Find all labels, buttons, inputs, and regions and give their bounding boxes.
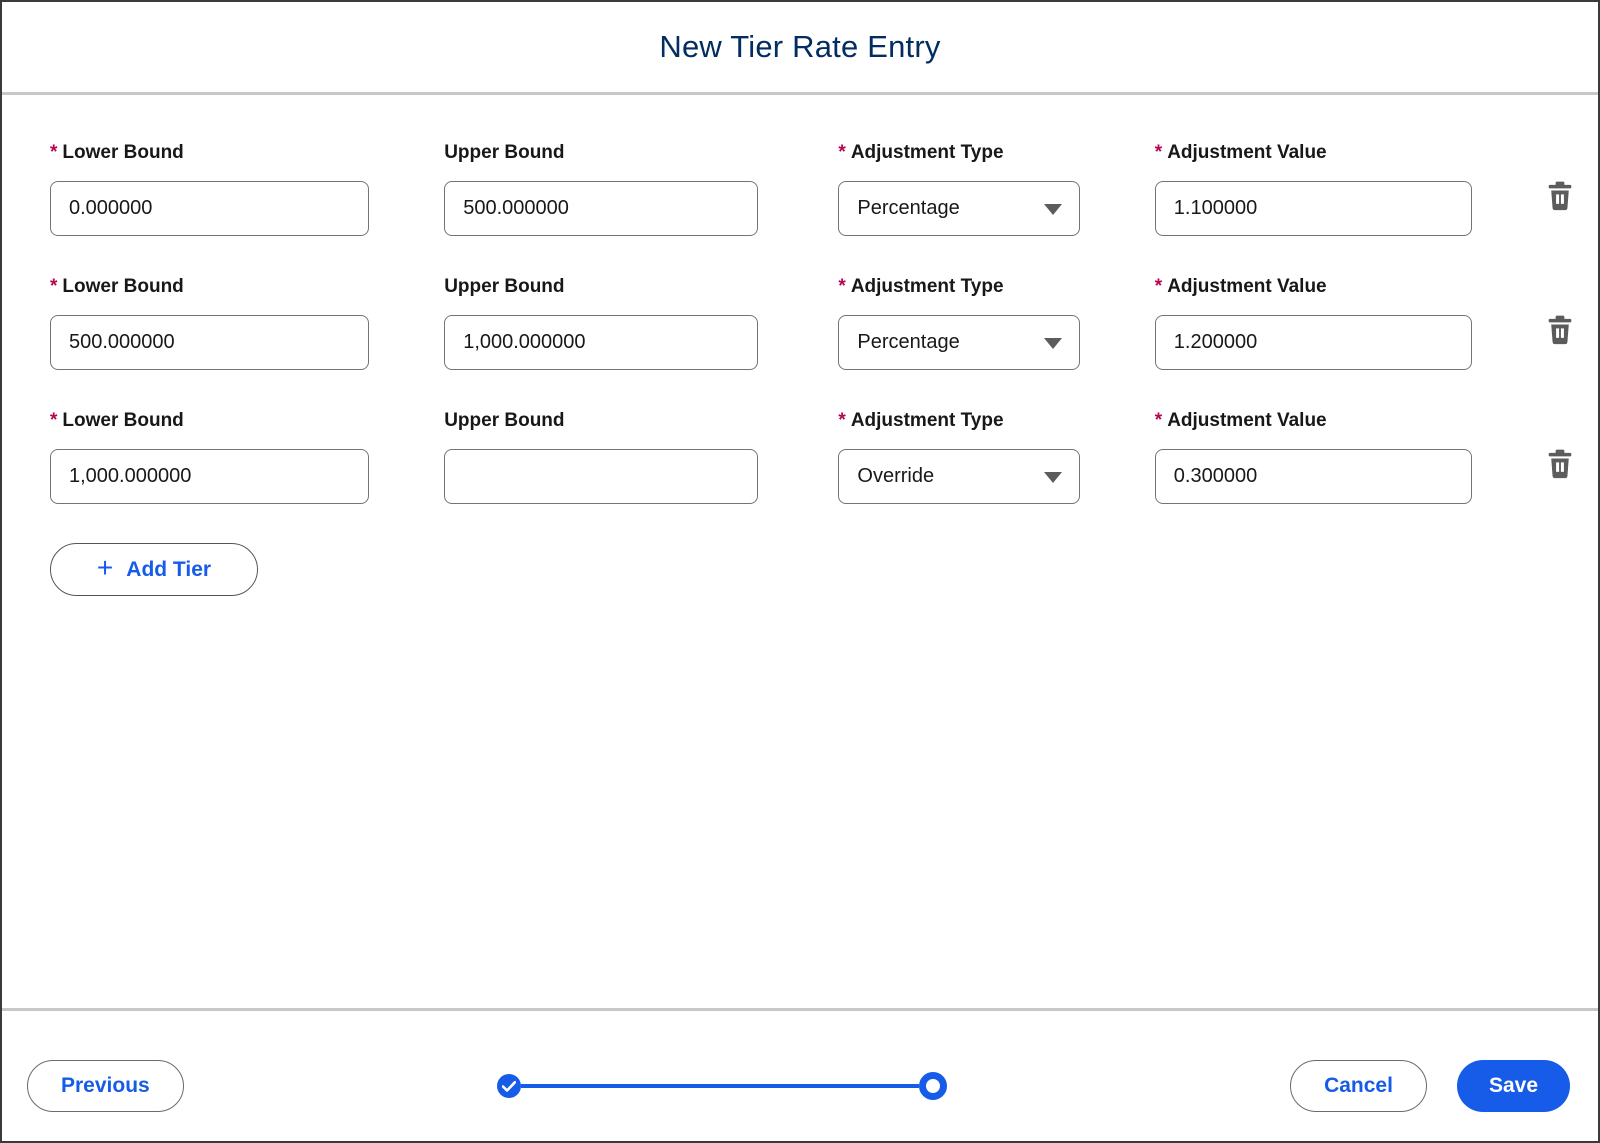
adjustment-type-field: * Adjustment Type Percentage <box>838 275 1080 370</box>
adjustment-type-select[interactable]: Percentage <box>838 181 1080 236</box>
plus-icon: + <box>96 552 114 583</box>
adjustment-type-select[interactable]: Override <box>838 449 1080 504</box>
lower-bound-field: * Lower Bound <box>50 141 370 236</box>
progress-indicator <box>497 1031 947 1141</box>
check-icon <box>502 1080 516 1092</box>
trash-icon <box>1548 181 1572 211</box>
tier-row: *Lower Bound Upper Bound *Adjustment Typ… <box>50 409 1574 504</box>
tier-form: *Lower Bound Upper Bound *Adjustment Typ… <box>2 95 1598 596</box>
upper-bound-input[interactable] <box>444 181 759 236</box>
lower-bound-input[interactable] <box>50 449 370 504</box>
progress-connector <box>521 1084 919 1088</box>
upper-bound-field: Upper Bound <box>444 409 759 504</box>
adjustment-type-value: Percentage <box>857 197 960 219</box>
required-asterisk: * <box>838 276 846 297</box>
lower-bound-label: * Lower Bound <box>50 142 184 163</box>
modal-header: New Tier Rate Entry <box>2 2 1598 95</box>
required-asterisk: * <box>50 410 58 431</box>
lower-bound-field: * Lower Bound <box>50 275 370 370</box>
required-asterisk: * <box>50 276 58 297</box>
delete-tier-button[interactable] <box>1546 449 1574 479</box>
adjustment-type-select[interactable]: Percentage <box>838 315 1080 370</box>
adjustment-type-label: * Adjustment Type <box>838 410 1004 431</box>
upper-bound-input[interactable] <box>444 315 759 370</box>
lower-bound-input[interactable] <box>50 315 370 370</box>
tier-row: *Lower Bound Upper Bound *Adjustment Typ… <box>50 141 1574 236</box>
adjustment-type-value: Percentage <box>857 331 960 353</box>
adjustment-type-label: * Adjustment Type <box>838 276 1004 297</box>
delete-tier-button[interactable] <box>1546 315 1574 345</box>
modal-title: New Tier Rate Entry <box>659 29 941 64</box>
footer-actions: Cancel Save <box>1290 1031 1570 1141</box>
add-tier-button[interactable]: + Add Tier <box>50 543 258 596</box>
previous-button[interactable]: Previous <box>27 1060 184 1112</box>
lower-bound-label: * Lower Bound <box>50 276 184 297</box>
progress-step-1-completed[interactable] <box>497 1074 521 1098</box>
chevron-down-icon <box>1043 204 1062 215</box>
adjustment-value-field: * Adjustment Value <box>1154 275 1472 370</box>
adjustment-value-input[interactable] <box>1154 449 1472 504</box>
adjustment-value-field: * Adjustment Value <box>1154 409 1472 504</box>
modal-footer: Previous Cancel Save <box>2 1008 1598 1141</box>
adjustment-value-field: * Adjustment Value <box>1154 141 1472 236</box>
adjustment-type-label: * Adjustment Type <box>838 142 1004 163</box>
upper-bound-field: Upper Bound <box>444 275 759 370</box>
adjustment-type-field: * Adjustment Type Override <box>838 409 1080 504</box>
adjustment-value-label: * Adjustment Value <box>1154 142 1327 163</box>
chevron-down-icon <box>1043 472 1062 483</box>
upper-bound-input[interactable] <box>444 449 759 504</box>
upper-bound-label: Upper Bound <box>444 410 565 431</box>
required-asterisk: * <box>1154 142 1163 163</box>
adjustment-type-value: Override <box>857 465 935 487</box>
upper-bound-label: Upper Bound <box>444 142 565 163</box>
chevron-down-icon <box>1043 338 1062 349</box>
adjustment-value-label: * Adjustment Value <box>1154 410 1327 431</box>
required-asterisk: * <box>1154 276 1163 297</box>
add-tier-label: Add Tier <box>126 557 212 581</box>
lower-bound-field: * Lower Bound <box>50 409 370 504</box>
adjustment-type-field: * Adjustment Type Percentage <box>838 141 1080 236</box>
required-asterisk: * <box>838 410 846 431</box>
adjustment-value-label: * Adjustment Value <box>1154 276 1327 297</box>
progress-step-2-active[interactable] <box>919 1072 947 1100</box>
tier-row: *Lower Bound Upper Bound *Adjustment Typ… <box>50 275 1574 370</box>
trash-icon <box>1548 315 1572 345</box>
required-asterisk: * <box>838 142 846 163</box>
adjustment-value-input[interactable] <box>1154 181 1472 236</box>
upper-bound-label: Upper Bound <box>444 276 565 297</box>
cancel-button[interactable]: Cancel <box>1290 1060 1427 1112</box>
lower-bound-label: * Lower Bound <box>50 410 184 431</box>
required-asterisk: * <box>1154 410 1163 431</box>
delete-tier-button[interactable] <box>1546 181 1574 211</box>
required-asterisk: * <box>50 142 58 163</box>
lower-bound-input[interactable] <box>50 181 370 236</box>
adjustment-value-input[interactable] <box>1154 315 1472 370</box>
trash-icon <box>1548 449 1572 479</box>
upper-bound-field: Upper Bound <box>444 141 759 236</box>
save-button[interactable]: Save <box>1456 1060 1570 1112</box>
